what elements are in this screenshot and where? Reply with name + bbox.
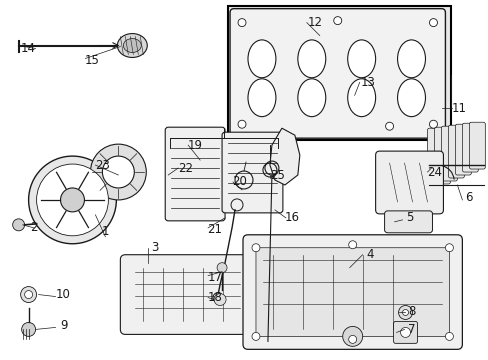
Ellipse shape: [347, 40, 375, 78]
FancyBboxPatch shape: [255, 248, 448, 336]
Text: 14: 14: [21, 42, 36, 55]
Text: 4: 4: [365, 248, 373, 261]
Text: 11: 11: [451, 102, 466, 115]
Circle shape: [251, 332, 260, 340]
Text: 18: 18: [207, 291, 222, 304]
FancyBboxPatch shape: [243, 235, 462, 349]
Text: 15: 15: [85, 54, 100, 67]
Ellipse shape: [247, 40, 275, 78]
Circle shape: [402, 310, 407, 315]
FancyBboxPatch shape: [441, 126, 456, 181]
Text: 5: 5: [405, 211, 412, 224]
Text: 7: 7: [407, 323, 414, 336]
Circle shape: [385, 122, 393, 130]
FancyBboxPatch shape: [462, 123, 477, 172]
Circle shape: [24, 291, 33, 298]
FancyBboxPatch shape: [222, 132, 283, 213]
Circle shape: [37, 164, 108, 236]
FancyBboxPatch shape: [384, 211, 431, 233]
Text: 13: 13: [360, 76, 374, 89]
Circle shape: [400, 328, 410, 337]
FancyBboxPatch shape: [375, 151, 443, 214]
Ellipse shape: [397, 40, 425, 78]
Bar: [227, 6, 450, 140]
FancyBboxPatch shape: [427, 128, 443, 187]
Text: 25: 25: [270, 168, 285, 181]
Circle shape: [348, 241, 356, 249]
Circle shape: [238, 19, 245, 27]
Ellipse shape: [117, 33, 147, 58]
Text: 6: 6: [465, 192, 472, 204]
Text: 8: 8: [407, 305, 414, 318]
Circle shape: [20, 287, 37, 302]
Circle shape: [428, 120, 437, 128]
Text: 17: 17: [207, 271, 222, 284]
Ellipse shape: [247, 79, 275, 117]
Circle shape: [214, 293, 225, 306]
FancyBboxPatch shape: [229, 9, 445, 138]
Text: 12: 12: [306, 16, 322, 29]
Circle shape: [445, 244, 452, 252]
Circle shape: [333, 17, 341, 24]
Circle shape: [21, 323, 36, 336]
FancyBboxPatch shape: [447, 125, 464, 178]
Circle shape: [13, 219, 24, 231]
Text: 16: 16: [284, 211, 299, 224]
Ellipse shape: [297, 40, 325, 78]
Text: 1: 1: [102, 225, 109, 238]
Circle shape: [217, 263, 226, 273]
FancyBboxPatch shape: [454, 124, 470, 175]
Text: 19: 19: [187, 139, 202, 152]
Ellipse shape: [397, 79, 425, 117]
Circle shape: [348, 336, 356, 343]
Text: 3: 3: [151, 241, 159, 254]
Text: 24: 24: [426, 166, 441, 179]
Circle shape: [445, 332, 452, 340]
Circle shape: [29, 156, 116, 244]
Text: 10: 10: [56, 288, 71, 301]
FancyBboxPatch shape: [120, 255, 254, 334]
Text: 23: 23: [95, 158, 110, 172]
FancyBboxPatch shape: [433, 127, 449, 184]
Text: 20: 20: [232, 175, 247, 189]
Circle shape: [90, 144, 146, 200]
FancyBboxPatch shape: [468, 122, 484, 169]
Circle shape: [428, 19, 437, 27]
Circle shape: [238, 120, 245, 128]
Polygon shape: [269, 128, 299, 185]
Ellipse shape: [347, 79, 375, 117]
Circle shape: [251, 244, 260, 252]
Circle shape: [61, 188, 84, 212]
Text: 22: 22: [177, 162, 192, 175]
Circle shape: [342, 327, 362, 346]
Text: 21: 21: [207, 223, 222, 236]
Ellipse shape: [123, 39, 141, 53]
Circle shape: [398, 306, 412, 319]
Text: 2: 2: [30, 221, 37, 234]
Ellipse shape: [297, 79, 325, 117]
Circle shape: [102, 156, 134, 188]
FancyBboxPatch shape: [393, 321, 417, 343]
Text: 9: 9: [60, 319, 67, 332]
FancyBboxPatch shape: [165, 127, 224, 221]
